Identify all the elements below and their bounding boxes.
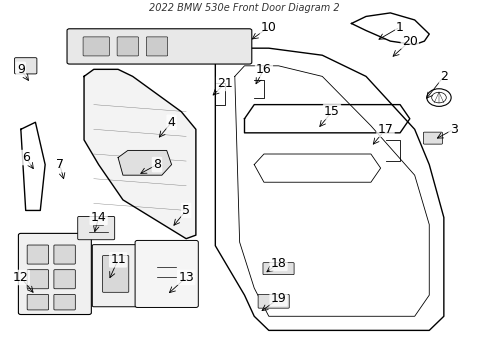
FancyBboxPatch shape: [27, 245, 48, 264]
Text: 5: 5: [182, 204, 190, 217]
Text: 3: 3: [449, 123, 457, 136]
FancyBboxPatch shape: [54, 245, 75, 264]
FancyBboxPatch shape: [27, 270, 48, 289]
Polygon shape: [118, 150, 171, 175]
Polygon shape: [84, 69, 196, 239]
Text: 19: 19: [270, 292, 286, 305]
Text: 16: 16: [256, 63, 271, 76]
FancyBboxPatch shape: [102, 256, 128, 292]
Text: 15: 15: [324, 105, 339, 118]
FancyBboxPatch shape: [78, 216, 115, 240]
Text: 8: 8: [153, 158, 161, 171]
Text: 2: 2: [439, 70, 447, 83]
FancyBboxPatch shape: [117, 37, 138, 56]
FancyBboxPatch shape: [146, 37, 167, 56]
FancyBboxPatch shape: [54, 294, 75, 310]
Text: 13: 13: [178, 271, 194, 284]
Text: 12: 12: [13, 271, 29, 284]
FancyBboxPatch shape: [263, 263, 293, 275]
FancyBboxPatch shape: [83, 37, 109, 56]
FancyBboxPatch shape: [54, 270, 75, 289]
Text: 11: 11: [110, 253, 126, 266]
Text: 18: 18: [270, 257, 286, 270]
FancyBboxPatch shape: [27, 294, 48, 310]
Text: 17: 17: [377, 123, 393, 136]
Text: 2022 BMW 530e Front Door Diagram 2: 2022 BMW 530e Front Door Diagram 2: [149, 3, 339, 13]
FancyBboxPatch shape: [423, 132, 442, 144]
Text: 21: 21: [217, 77, 232, 90]
FancyBboxPatch shape: [19, 233, 91, 315]
Text: 20: 20: [401, 35, 417, 48]
Text: 6: 6: [22, 151, 30, 164]
Text: 1: 1: [395, 21, 403, 33]
Text: 7: 7: [56, 158, 63, 171]
FancyBboxPatch shape: [258, 294, 288, 308]
Text: 4: 4: [167, 116, 175, 129]
Text: 9: 9: [17, 63, 25, 76]
FancyBboxPatch shape: [15, 58, 37, 74]
FancyBboxPatch shape: [92, 245, 139, 307]
FancyBboxPatch shape: [67, 29, 251, 64]
Text: 10: 10: [260, 21, 276, 33]
FancyBboxPatch shape: [135, 240, 198, 307]
Text: 14: 14: [91, 211, 106, 224]
